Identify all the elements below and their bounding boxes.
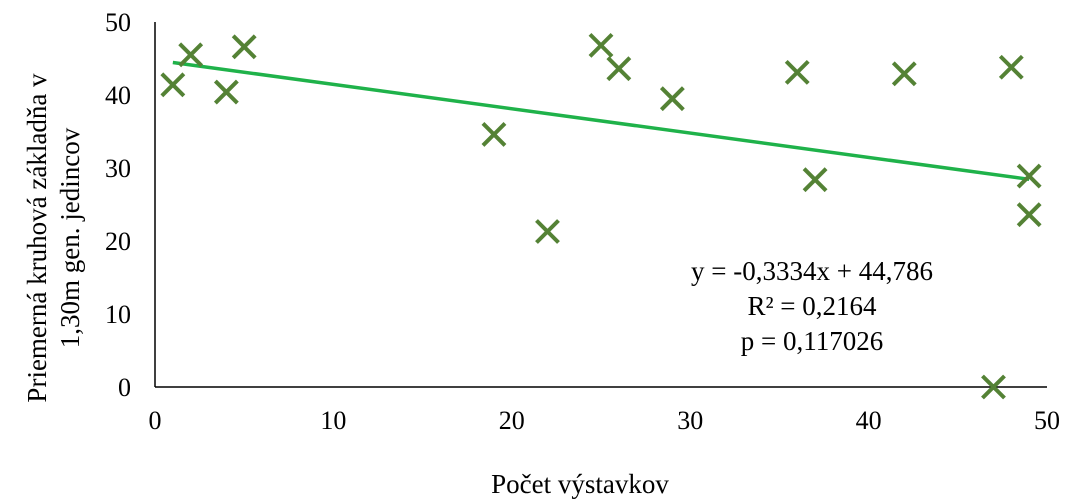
data-point-marker bbox=[213, 79, 239, 105]
data-point-marker bbox=[231, 34, 257, 60]
data-point-marker bbox=[981, 374, 1006, 400]
data-point-marker bbox=[178, 42, 204, 68]
data-point-marker bbox=[891, 61, 917, 87]
data-point-marker bbox=[588, 32, 614, 58]
regression-equation: y = -0,3334x + 44,786 bbox=[691, 256, 933, 286]
y-tick-label: 10 bbox=[105, 300, 131, 329]
data-point-marker bbox=[535, 219, 560, 244]
data-point-marker bbox=[481, 122, 507, 147]
trendline bbox=[172, 60, 1030, 182]
p-value-label: p = 0,117026 bbox=[741, 326, 883, 356]
axes bbox=[154, 22, 1047, 388]
y-axis-title-line-2: 1,30m gen. jedincov bbox=[55, 127, 85, 348]
x-tick-label: 30 bbox=[677, 406, 703, 435]
x-tick-labels: 0 10 20 30 40 50 bbox=[149, 406, 1061, 435]
y-axis-title-line-1: Priemerná kruhová základňa v bbox=[22, 73, 52, 403]
x-tick-label: 40 bbox=[856, 406, 882, 435]
data-point-marker bbox=[1016, 163, 1042, 189]
x-tick-label: 10 bbox=[320, 406, 346, 435]
r-squared-label: R² = 0,2164 bbox=[747, 291, 877, 321]
y-tick-label: 30 bbox=[105, 154, 131, 183]
y-tick-label: 0 bbox=[118, 373, 131, 402]
data-point-marker bbox=[160, 72, 186, 98]
data-point-marker bbox=[606, 56, 632, 82]
data-point-marker bbox=[998, 54, 1024, 80]
x-tick-label: 0 bbox=[149, 406, 162, 435]
data-point-marker bbox=[802, 167, 828, 193]
x-tick-label: 20 bbox=[499, 406, 525, 435]
x-axis-title: Počet výstavkov bbox=[491, 469, 669, 499]
y-tick-label: 50 bbox=[105, 8, 131, 37]
x-tick-label: 50 bbox=[1034, 406, 1060, 435]
y-axis-title: Priemerná kruhová základňa v 1,30m gen. … bbox=[22, 73, 85, 403]
y-tick-labels: 0 10 20 30 40 50 bbox=[105, 8, 131, 402]
data-point-marker bbox=[659, 86, 685, 112]
data-point-marker bbox=[1016, 202, 1042, 228]
data-points bbox=[160, 32, 1042, 400]
y-tick-label: 40 bbox=[105, 81, 131, 110]
data-point-marker bbox=[784, 59, 810, 85]
y-tick-label: 20 bbox=[105, 227, 131, 256]
regression-annotation: y = -0,3334x + 44,786 R² = 0,2164 p = 0,… bbox=[691, 256, 933, 356]
